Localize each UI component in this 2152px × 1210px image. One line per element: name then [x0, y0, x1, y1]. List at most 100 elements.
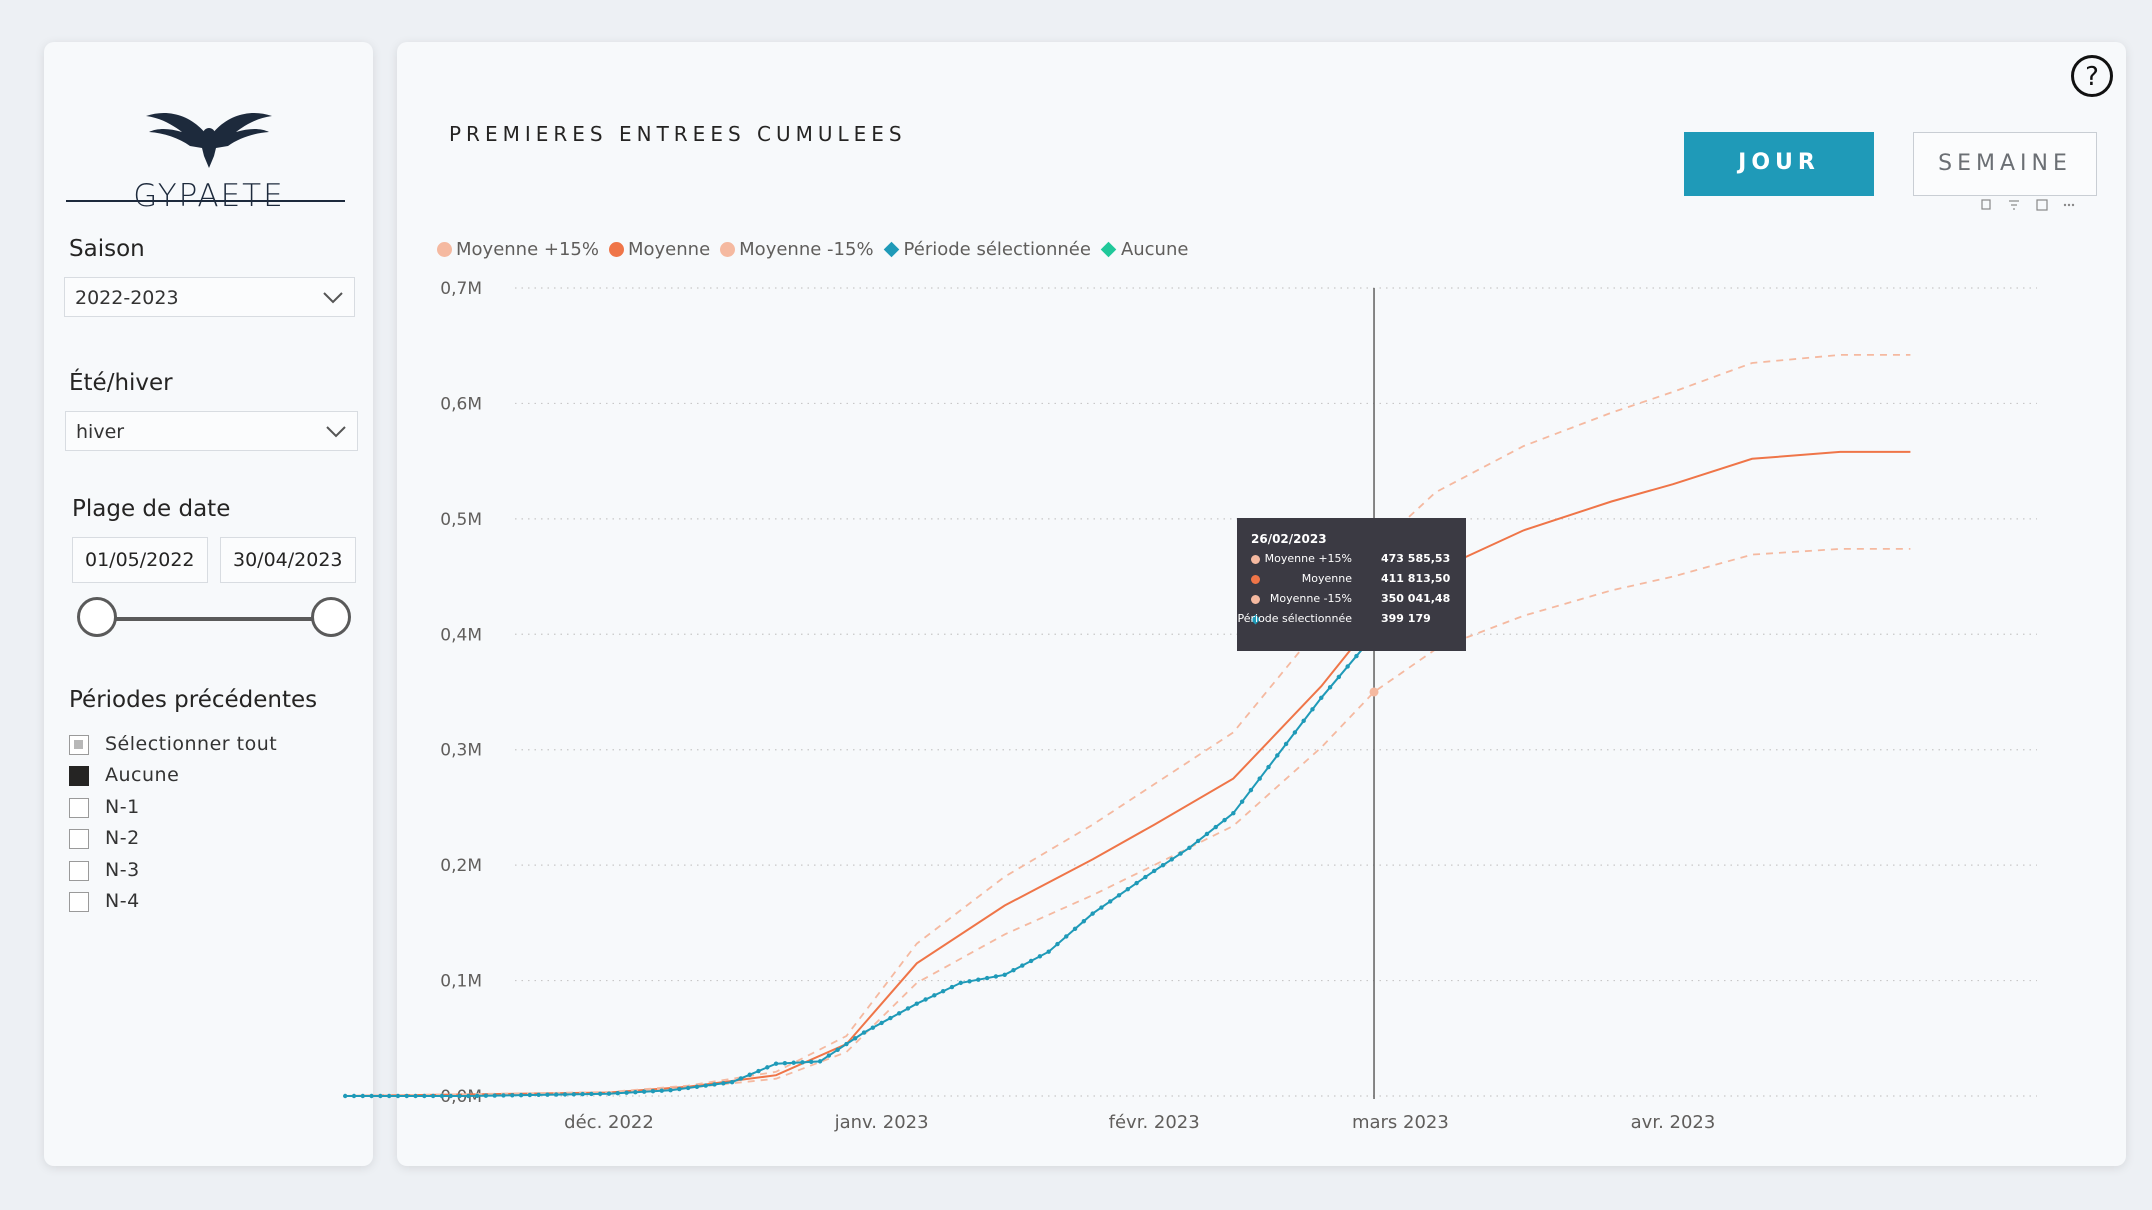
- data-point: [378, 1093, 383, 1099]
- legend-item[interactable]: Période sélectionnée: [883, 239, 1091, 260]
- logo-text: GYPAETE: [133, 178, 285, 214]
- data-point: [1319, 695, 1324, 700]
- checkbox[interactable]: [69, 735, 89, 755]
- date-end-input[interactable]: 30/04/2023: [220, 537, 356, 583]
- legend-item[interactable]: Aucune: [1100, 239, 1189, 260]
- copy-icon[interactable]: [1981, 199, 1991, 210]
- periode-option-label: N-4: [105, 890, 140, 912]
- date-slider-end-handle[interactable]: [311, 597, 351, 637]
- y-tick-label: 0,5M: [440, 510, 482, 530]
- data-point: [932, 993, 937, 998]
- tooltip-value: 399 179: [1381, 612, 1431, 625]
- data-point: [1151, 868, 1157, 874]
- legend-item[interactable]: Moyenne +15%: [437, 239, 599, 260]
- ete-hiver-title: Été/hiver: [69, 370, 173, 396]
- data-point: [430, 1093, 436, 1099]
- data-point: [615, 1090, 620, 1096]
- checkbox[interactable]: [69, 861, 89, 881]
- tooltip-value: 411 813,50: [1381, 572, 1451, 585]
- series-line: [345, 450, 1911, 1097]
- tooltip-date: 26/02/2023: [1251, 532, 1327, 546]
- data-point: [1239, 799, 1245, 804]
- semaine-button[interactable]: SEMAINE: [1913, 132, 2097, 196]
- legend-item[interactable]: Moyenne -15%: [720, 239, 874, 260]
- data-point: [721, 1081, 726, 1086]
- data-point: [554, 1092, 559, 1097]
- data-point: [386, 1093, 392, 1099]
- chart-legend: Moyenne +15% Moyenne Moyenne -15% Période s…: [437, 239, 1198, 260]
- x-tick-label: déc. 2022: [564, 1112, 654, 1133]
- legend-label: Aucune: [1120, 239, 1189, 260]
- data-point: [606, 1091, 612, 1096]
- data-point: [439, 1093, 445, 1099]
- data-point: [993, 974, 999, 979]
- focus-mode-icon[interactable]: [2036, 199, 2048, 211]
- filter-icon[interactable]: [2009, 200, 2019, 210]
- data-point: [1160, 862, 1166, 868]
- data-point: [466, 1093, 471, 1099]
- tooltip-label: Moyenne: [1301, 572, 1352, 585]
- data-point: [1231, 811, 1236, 816]
- data-point: [1327, 685, 1333, 690]
- tooltip-row: Moyenne -15% 350 041,48: [1251, 591, 1452, 611]
- more-options-icon[interactable]: [2063, 203, 2075, 207]
- data-point: [1354, 653, 1359, 659]
- vulture-logo-icon: [146, 112, 272, 168]
- data-point: [1125, 887, 1131, 892]
- legend-item[interactable]: Moyenne: [608, 239, 710, 260]
- data-point: [1178, 851, 1183, 856]
- data-point: [1169, 857, 1174, 862]
- circle-marker-icon: [437, 242, 452, 257]
- data-point: [1099, 905, 1104, 910]
- tooltip-label: Période sélectionnée: [1237, 612, 1352, 625]
- data-point: [1143, 874, 1148, 880]
- data-point: [853, 1036, 858, 1041]
- data-point: [1292, 730, 1298, 735]
- saison-dropdown[interactable]: 2022-2023: [64, 277, 355, 317]
- data-point: [536, 1092, 541, 1098]
- data-point: [694, 1084, 700, 1089]
- data-point: [809, 1059, 814, 1065]
- checkbox[interactable]: [69, 766, 89, 786]
- data-point: [782, 1061, 788, 1066]
- data-point: [773, 1061, 779, 1066]
- checkbox[interactable]: [69, 798, 89, 818]
- data-point: [1072, 926, 1078, 932]
- jour-button[interactable]: JOUR: [1684, 132, 1874, 196]
- data-point: [598, 1091, 603, 1097]
- chart-title: PREMIERES ENTREES CUMULEES: [449, 122, 907, 146]
- data-point: [360, 1093, 365, 1099]
- visual-header-icons: [1981, 199, 2075, 211]
- date-start-input[interactable]: 01/05/2022: [72, 537, 208, 583]
- logo-divider: [66, 200, 345, 202]
- series-line: [345, 354, 1911, 1097]
- data-point: [949, 984, 955, 990]
- data-point: [958, 980, 963, 986]
- data-point: [1108, 899, 1113, 904]
- data-point: [1310, 707, 1315, 712]
- data-point: [1090, 911, 1095, 916]
- data-point: [1301, 718, 1306, 724]
- data-point: [940, 988, 946, 994]
- checkbox[interactable]: [69, 829, 89, 849]
- question-circle-icon[interactable]: ?: [2070, 54, 2114, 98]
- date-end-value: 30/04/2023: [233, 549, 343, 571]
- data-point: [1064, 934, 1069, 939]
- data-point: [1204, 831, 1210, 837]
- data-point: [870, 1025, 876, 1030]
- data-point: [756, 1068, 761, 1074]
- legend-label: Moyenne +15%: [456, 239, 599, 260]
- hover-point: [1369, 687, 1379, 697]
- data-point: [765, 1065, 770, 1070]
- data-point: [1266, 764, 1271, 770]
- data-point: [1055, 941, 1060, 947]
- ete-hiver-dropdown[interactable]: hiver: [65, 411, 358, 451]
- data-point: [1134, 880, 1139, 886]
- y-tick-label: 0,2M: [440, 856, 482, 876]
- data-point: [571, 1092, 577, 1097]
- date-slider-start-handle[interactable]: [77, 597, 117, 637]
- checkbox[interactable]: [69, 892, 89, 912]
- legend-label: Moyenne -15%: [739, 239, 874, 260]
- data-point: [800, 1060, 805, 1065]
- periodes-title: Périodes précédentes: [69, 687, 318, 713]
